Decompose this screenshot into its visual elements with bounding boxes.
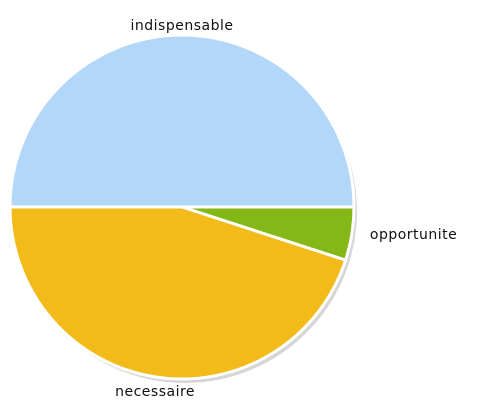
slice-label-necessaire: necessaire xyxy=(115,384,195,400)
pie-slices xyxy=(8,33,356,381)
pie-slice-indispensable xyxy=(8,33,356,209)
slice-label-indispensable: indispensable xyxy=(131,18,234,34)
pie-labels: indispensable opportunite necessaire xyxy=(115,18,457,400)
slice-label-opportunite: opportunite xyxy=(370,227,457,243)
pie-slice-necessaire xyxy=(8,205,348,381)
